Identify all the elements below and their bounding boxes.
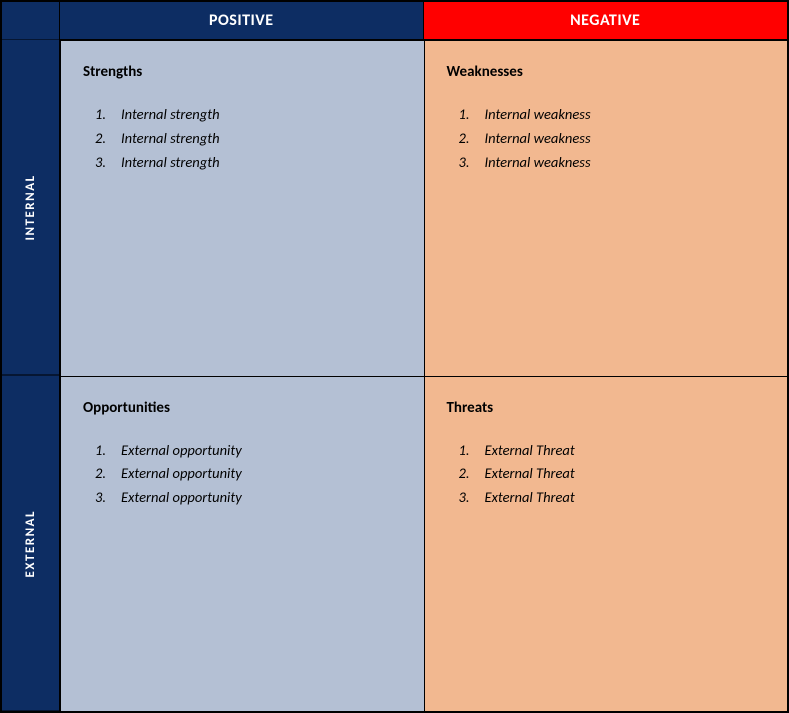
quadrant-title: Weaknesses — [447, 63, 768, 81]
threats-list: External Threat External Threat External… — [447, 439, 768, 511]
list-item: External opportunity — [121, 439, 404, 463]
quadrant-weaknesses: Weaknesses Internal weakness Internal we… — [424, 40, 788, 376]
row-header-internal: INTERNAL — [2, 40, 60, 376]
quadrant-opportunities: Opportunities External opportunity Exter… — [60, 376, 424, 712]
swot-matrix: POSITIVE NEGATIVE INTERNAL Strengths Int… — [0, 0, 789, 713]
corner-cell — [2, 2, 60, 40]
quadrant-title: Opportunities — [83, 399, 404, 417]
list-item: Internal strength — [121, 127, 404, 151]
list-item: Internal strength — [121, 151, 404, 175]
list-item: External Threat — [485, 439, 768, 463]
list-item: External opportunity — [121, 486, 404, 510]
list-item: External opportunity — [121, 462, 404, 486]
list-item: Internal strength — [121, 103, 404, 127]
row-header-external: EXTERNAL — [2, 376, 60, 712]
column-header-positive: POSITIVE — [60, 2, 424, 40]
weaknesses-list: Internal weakness Internal weakness Inte… — [447, 103, 768, 175]
list-item: Internal weakness — [485, 127, 768, 151]
quadrant-strengths: Strengths Internal strength Internal str… — [60, 40, 424, 376]
strengths-list: Internal strength Internal strength Inte… — [83, 103, 404, 175]
quadrant-title: Threats — [447, 399, 768, 417]
list-item: External Threat — [485, 486, 768, 510]
column-header-negative: NEGATIVE — [424, 2, 788, 40]
quadrant-title: Strengths — [83, 63, 404, 81]
opportunities-list: External opportunity External opportunit… — [83, 439, 404, 511]
list-item: Internal weakness — [485, 103, 768, 127]
list-item: Internal weakness — [485, 151, 768, 175]
list-item: External Threat — [485, 462, 768, 486]
quadrant-threats: Threats External Threat External Threat … — [424, 376, 788, 712]
